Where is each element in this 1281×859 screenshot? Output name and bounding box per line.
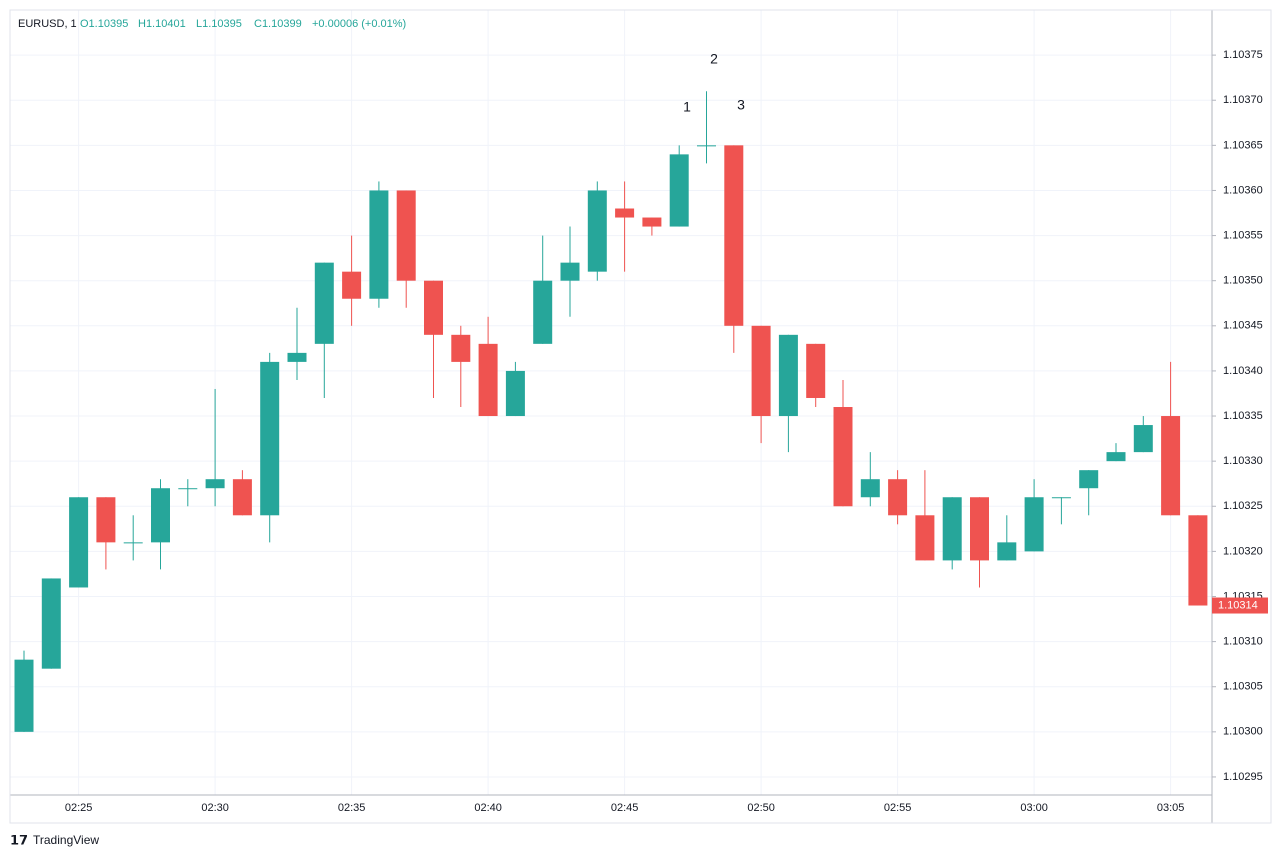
candle-body [151,488,170,543]
candle-body [778,334,798,417]
y-tick-label: 1.10355 [1223,229,1263,241]
candle-body [642,217,662,227]
x-tick-label: 03:05 [1157,802,1185,814]
candle-body [424,280,443,335]
candle-body [997,542,1017,561]
candle-body [915,515,935,561]
candle-body [178,488,198,490]
y-tick-label: 1.10370 [1223,94,1263,106]
annotation: 3 [737,97,745,113]
candle-body [205,479,225,489]
candle-body [1188,515,1208,606]
candle-body [260,361,280,516]
y-tick-label: 1.10340 [1223,365,1263,377]
candle-body [697,145,716,147]
candle-body [751,325,771,417]
candle-body [615,208,635,218]
y-tick-label: 1.10345 [1223,320,1263,332]
y-tick-label: 1.10365 [1223,139,1263,151]
candle-body [533,280,553,344]
candle-body [14,659,34,732]
ohlc-legend: O1.10395 H1.10401 L1.10395 C1.10399 +0.00006… [80,18,406,30]
candle-body [1161,416,1181,516]
grid [10,10,1212,795]
candle-body [478,343,498,417]
brand: TradingView [33,833,99,847]
candle-body [505,370,525,417]
x-tick-label: 02:50 [747,802,775,814]
ohlc-value: +0.00006 (+0.01%) [312,18,406,30]
y-tick-label: 1.10310 [1223,636,1263,648]
candle-body [860,479,880,498]
candle-body [342,271,362,299]
candle-body [1133,425,1153,453]
x-tick-label: 03:00 [1020,802,1048,814]
candle-body [69,497,89,588]
y-tick-label: 1.10335 [1223,410,1263,422]
candle-body [314,262,334,344]
candle-body [970,497,989,561]
ohlc-value: H1.10401 [138,18,186,30]
candle-body [123,542,143,544]
candle-body [942,497,962,561]
candle-body [232,479,252,516]
y-tick-label: 1.10305 [1223,681,1263,693]
y-tick-label: 1.10300 [1223,726,1263,738]
ohlc-value: L1.10395 [196,18,242,30]
ohlc-value: O1.10395 [80,18,128,30]
candles [14,91,1208,732]
y-tick-label: 1.10375 [1223,49,1263,61]
y-tick-label: 1.10320 [1223,545,1263,557]
x-tick-label: 02:55 [884,802,912,814]
ohlc-value: C1.10399 [254,18,302,30]
x-tick-label: 02:40 [474,802,502,814]
candle-body [1051,497,1071,499]
y-tick-label: 1.10350 [1223,275,1263,287]
last-price-box [1212,597,1268,614]
symbol: EURUSD, 1 [18,18,77,30]
y-tick-label: 1.10295 [1223,771,1263,783]
annotation: 1 [683,99,691,115]
candle-body [833,407,853,507]
logo: 𝟭𝟳 TradingView [10,832,99,847]
candle-body [369,190,389,299]
y-tick-label: 1.10325 [1223,500,1263,512]
candle-body [1106,452,1126,462]
candle-body [724,145,744,326]
last-price-label: 1.10314 [1218,599,1258,611]
candle-body [1079,470,1099,489]
candle-body [888,479,908,516]
candle-body [451,334,471,362]
candle-body [287,352,307,362]
frame [9,9,1272,824]
x-tick-label: 02:25 [65,802,93,814]
x-tick-label: 02:35 [338,802,366,814]
y-tick-label: 1.10330 [1223,455,1263,467]
candle-body [669,154,689,227]
y-tick-label: 1.10360 [1223,184,1263,196]
candle-body [560,262,580,281]
candle-body [1024,497,1044,552]
x-tick-label: 02:30 [201,802,229,814]
candle-body [96,497,116,543]
annotation: 2 [710,51,718,67]
logo-icon: 𝟭𝟳 [10,832,28,847]
candle-body [587,190,607,272]
candle-body [396,190,416,281]
x-tick-label: 02:45 [611,802,639,814]
candle-body [41,578,61,669]
candle-body [806,343,826,398]
